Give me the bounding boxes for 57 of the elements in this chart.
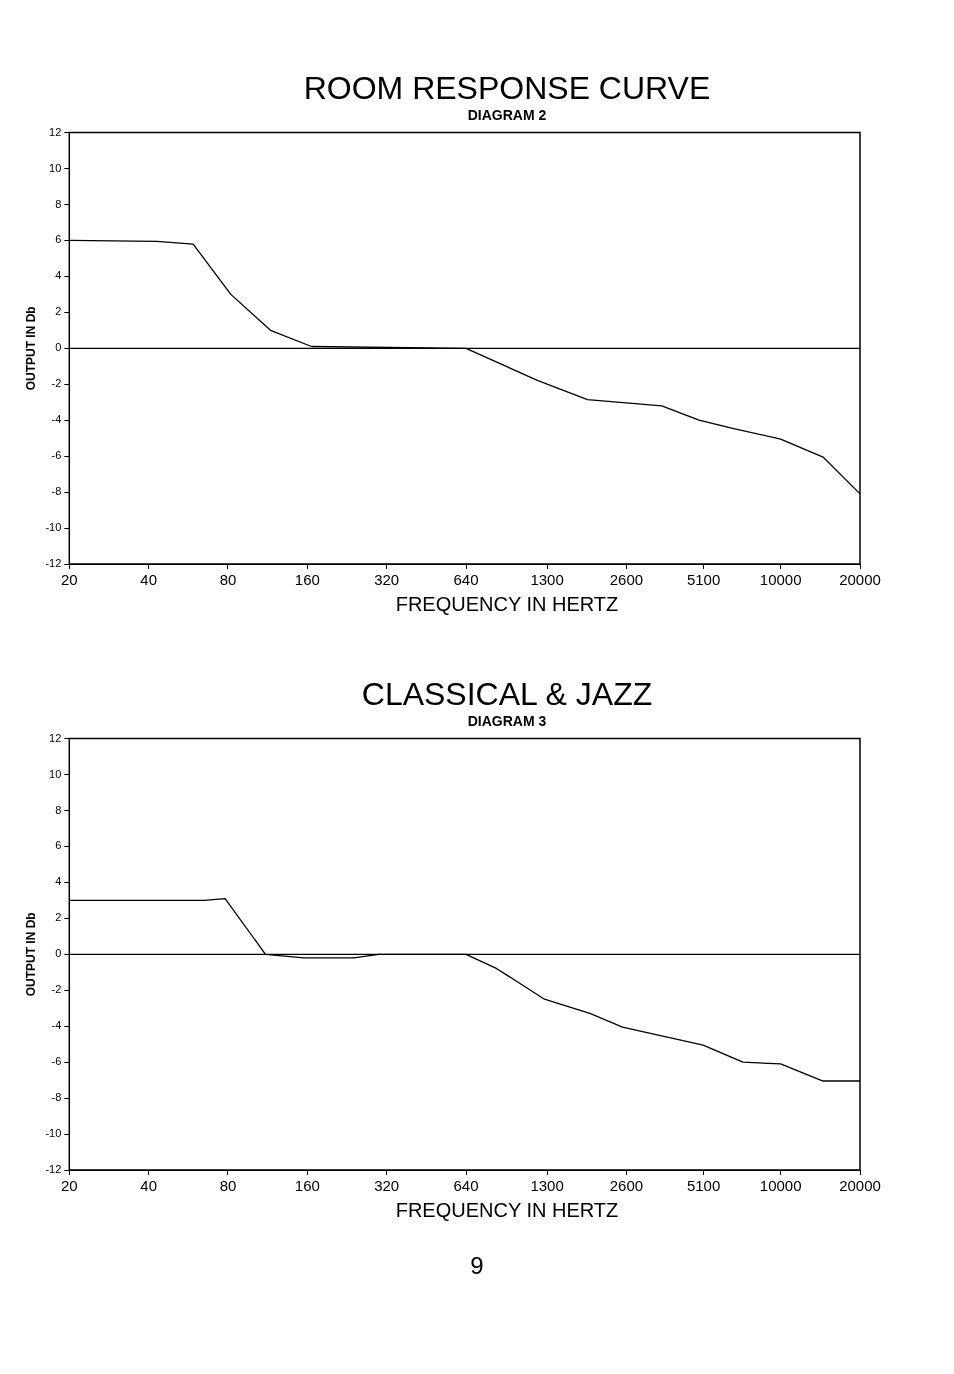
x-tick-label: 10000 (759, 1177, 802, 1195)
x-tick-label: 160 (294, 571, 320, 589)
y-tick-label: 8 (55, 197, 62, 210)
y-tick-label: -8 (51, 1091, 62, 1104)
y-tick-label: -6 (51, 449, 62, 462)
y-tick-label: -10 (45, 521, 62, 534)
x-tick-label: 20000 (839, 1177, 881, 1195)
chart-subtitle: DIAGRAM 2 (466, 107, 548, 123)
y-tick-label: 4 (55, 875, 62, 888)
y-tick-label: 2 (55, 911, 62, 924)
y-tick-label: -6 (51, 1055, 62, 1068)
chart-title: ROOM RESPONSE CURVE (302, 70, 712, 107)
y-tick-label: 0 (55, 947, 62, 960)
x-tick-label: 640 (453, 571, 479, 589)
chart-subtitle: DIAGRAM 3 (466, 713, 548, 729)
x-axis-title: FREQUENCY IN HERTZ (394, 1199, 620, 1222)
y-tick-label: -2 (51, 983, 62, 996)
chart-title: CLASSICAL & JAZZ (360, 676, 654, 713)
y-tick-label: 0 (55, 341, 62, 354)
y-tick-label: -10 (45, 1127, 62, 1140)
y-tick-label: -12 (45, 557, 62, 570)
x-tick-label: 10000 (759, 571, 802, 589)
x-tick-label: 320 (374, 1177, 400, 1195)
x-tick-label: 1300 (530, 1177, 564, 1195)
y-tick-label: 4 (55, 269, 62, 282)
x-tick-label: 2600 (609, 571, 644, 589)
y-tick-label: 6 (55, 233, 62, 246)
y-axis-title: OUTPUT IN Db (23, 912, 38, 997)
x-tick-label: 40 (140, 1177, 157, 1195)
x-tick-label: 160 (294, 1177, 320, 1195)
x-tick-label: 1300 (530, 571, 564, 589)
x-tick-label: 80 (219, 1177, 237, 1195)
x-tick-label: 5100 (686, 571, 721, 589)
y-tick-label: -4 (51, 1019, 62, 1032)
y-tick-label: -2 (51, 377, 62, 390)
x-tick-label: 20000 (839, 571, 881, 589)
y-tick-label: -4 (51, 413, 62, 426)
x-tick-label: 80 (219, 571, 237, 589)
y-tick-label: 10 (49, 767, 62, 780)
y-tick-label: 6 (55, 839, 62, 852)
text: 9 (469, 1252, 485, 1280)
x-tick-label: 320 (374, 571, 400, 589)
y-tick-label: 12 (49, 731, 62, 744)
y-tick-label: 8 (55, 803, 62, 816)
y-tick-label: 2 (55, 305, 62, 318)
x-tick-label: 5100 (686, 1177, 721, 1195)
y-tick-label: 10 (49, 161, 62, 174)
y-tick-label: 12 (49, 125, 62, 138)
y-axis-title: OUTPUT IN Db (23, 306, 38, 391)
x-tick-label: 20 (60, 1177, 78, 1195)
y-tick-label: -12 (45, 1163, 62, 1176)
x-axis-title: FREQUENCY IN HERTZ (394, 593, 620, 616)
x-tick-label: 640 (453, 1177, 479, 1195)
x-tick-label: 40 (140, 571, 157, 589)
x-tick-label: 2600 (609, 1177, 644, 1195)
y-tick-label: -8 (51, 485, 62, 498)
x-tick-label: 20 (60, 571, 78, 589)
